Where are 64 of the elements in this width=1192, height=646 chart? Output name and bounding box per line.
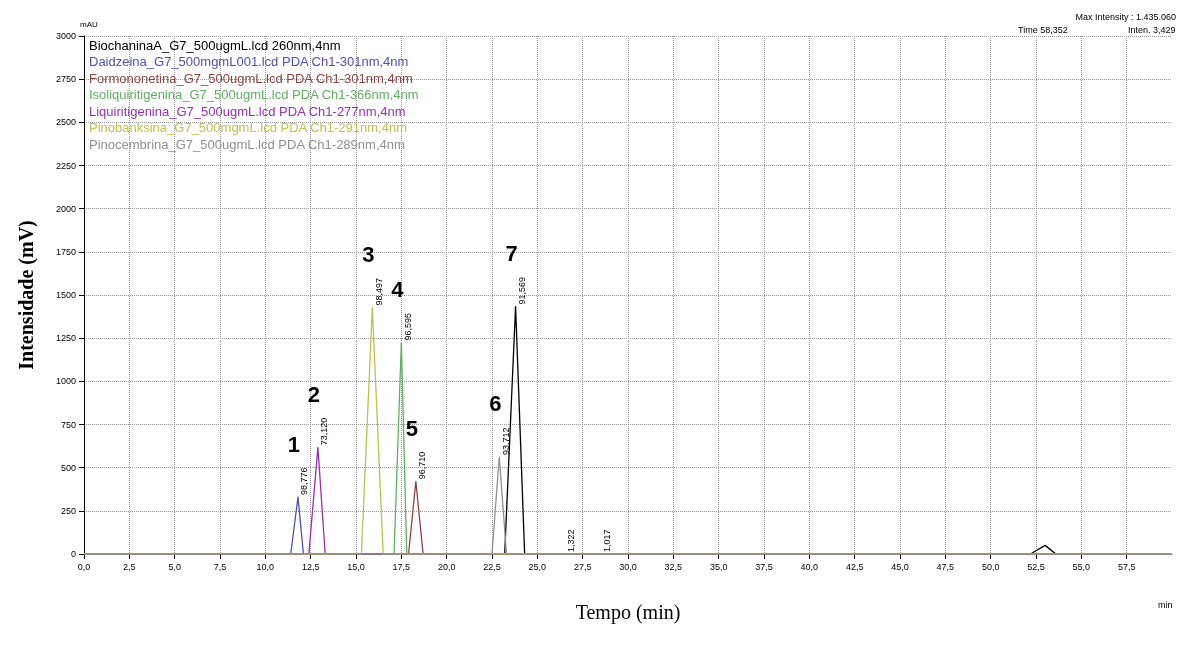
x-tick-label: 12,5 [301, 561, 320, 572]
annotation: 2 [307, 381, 321, 407]
y-tick-label: 2750 [55, 74, 76, 85]
x-tick-label: 30,0 [619, 561, 637, 572]
x-tick-label: 2,5 [123, 561, 136, 572]
text: Daidzeina_G7_500mgmL001.lcd PDA Ch1-301nm,4nm [89, 54, 409, 69]
y-tick-label: 3000 [55, 31, 76, 41]
text: mAU [80, 19, 98, 29]
y-axis-title: Intensidade (mV) [15, 220, 38, 370]
x-tick-label: 52,5 [1027, 561, 1045, 572]
annotation: 93,712 [500, 427, 511, 455]
text: Liquiritigenina_G7_500ugmL.lcd PDA Ch1-277nm,4nm [89, 103, 406, 119]
x-tick-label: 0,0 [77, 561, 91, 572]
text: Pinocembrina_G7_500ugmL.lcd PDA Ch1-289nm,4nm [89, 136, 405, 152]
y-tick-label: 0 [70, 549, 76, 559]
y-tick-label: 1500 [55, 290, 76, 300]
x-tick-label: 42,5 [845, 561, 864, 572]
x-tick-label: 55,0 [1072, 561, 1091, 572]
x-tick-label: 32,5 [664, 561, 683, 572]
text: BiochaninaA_G7_500ugmL.lcd 260nm,4nm [89, 37, 341, 53]
annotation: 5 [405, 415, 418, 441]
x-tick-label: 20,0 [437, 561, 456, 572]
x-tick-label: 35,0 [709, 561, 728, 572]
y-tick-label: 1750 [55, 246, 76, 257]
text: Time 58,352 [1018, 24, 1068, 35]
y-tick-label: 250 [60, 505, 76, 516]
annotation: 98,497 [373, 278, 384, 306]
annotation: 73,120 [319, 417, 330, 446]
annotation: 96,710 [417, 451, 428, 480]
x-tick-label: 15,0 [347, 561, 365, 572]
x-tick-label: 40,0 [800, 561, 819, 572]
x-tick-label: 25,0 [528, 561, 547, 572]
y-tick-label: 2000 [55, 203, 76, 214]
y-tick-label: 750 [60, 419, 76, 430]
x-tick-label: 22,5 [483, 561, 501, 572]
text: Inten. 3,429 [1128, 24, 1176, 35]
text: Pinobanksina_G7_500mgmL.lcd PDA Ch1-291nm,4nm [89, 120, 407, 135]
annotation: 91,569 [517, 277, 528, 305]
annotation: 3 [362, 242, 375, 268]
x-axis-title: Tempo (min) [575, 601, 681, 624]
annotation: 1 [287, 431, 301, 457]
y-tick-label: 1000 [55, 376, 76, 387]
x-tick-label: 17,5 [392, 561, 411, 572]
y-tick-label: 500 [60, 462, 76, 473]
y-tick-label: 2250 [55, 160, 76, 171]
annotation: 6 [489, 391, 502, 417]
y-tick-label: 1250 [55, 333, 76, 344]
x-tick-label: 50,0 [981, 561, 1000, 572]
text: Max Intensity : 1.435.060 [1075, 11, 1176, 22]
annotation: 96,595 [402, 312, 413, 341]
x-tick-label: 37,5 [755, 561, 773, 572]
x-tick-label: 10,0 [256, 561, 275, 572]
x-tick-label: 27,5 [573, 561, 592, 572]
text: Isoliquiritigenina_G7_500ugmL.lcd PDA Ch1-366nm,4nm [89, 87, 419, 102]
x-tick-label: 5,0 [168, 561, 181, 572]
text: Formononetina_G7_500ugmL.lcd PDA Ch1-301nm,4nm [89, 70, 413, 86]
annotation: 4 [391, 276, 405, 302]
x-tick-label: 7,5 [213, 561, 227, 572]
annotation: 7 [505, 241, 518, 267]
x-tick-label: 45,0 [891, 561, 909, 572]
y-tick-label: 2500 [55, 117, 76, 128]
x-tick-label: 47,5 [936, 561, 955, 572]
x-tick-label: 57,5 [1117, 561, 1136, 572]
text: min [1158, 599, 1173, 610]
